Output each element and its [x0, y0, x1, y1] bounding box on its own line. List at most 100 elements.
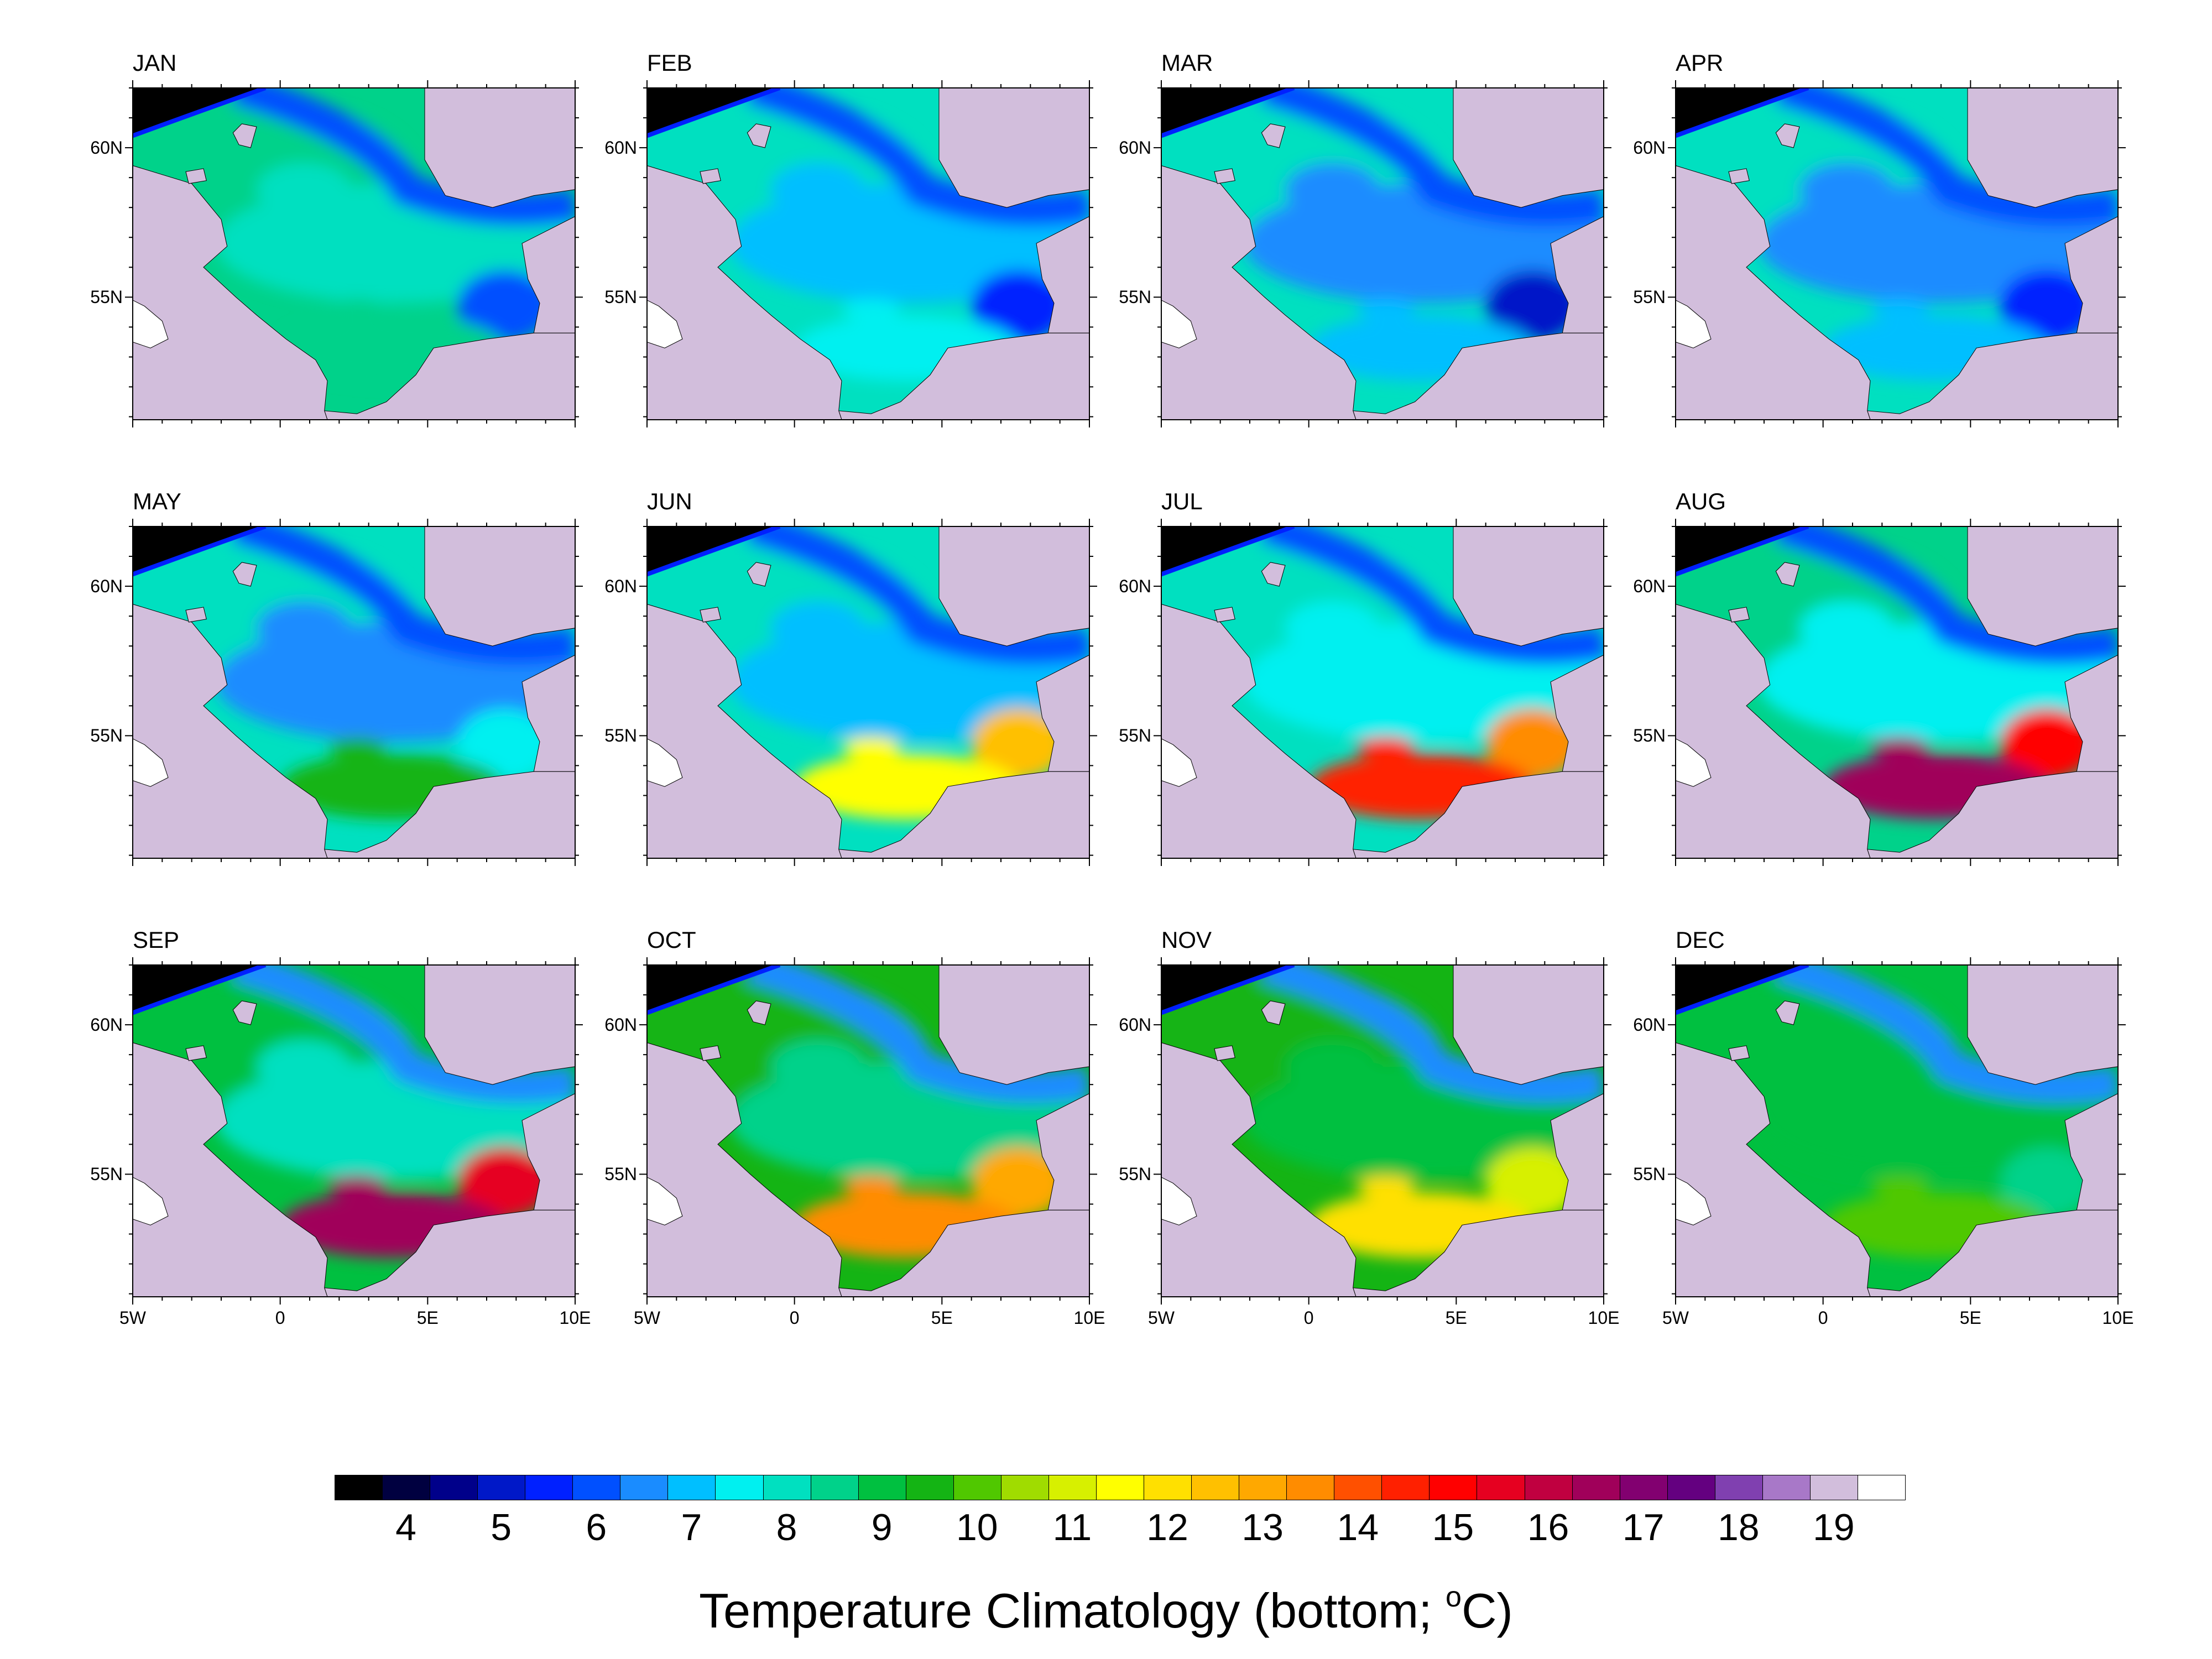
landmass-orkney [1214, 1045, 1235, 1061]
deep-water [133, 965, 265, 1013]
landmass-norway [1967, 87, 2119, 208]
deep-water-edge [647, 526, 781, 577]
landmass-shetland [1775, 1000, 1800, 1025]
map-panel-oct: OCT 60N 55N 5W 0 5E 10E [604, 927, 1105, 1328]
map-plot [639, 80, 1097, 427]
colorbar-swatch [1095, 1475, 1145, 1500]
deep-water [647, 965, 780, 1013]
y-tick-label: 60N [604, 1015, 637, 1035]
temperature-region-south [842, 299, 901, 320]
y-tick-label: 60N [1633, 138, 1666, 158]
map-plot [1668, 957, 2126, 1305]
map-panel-apr: APR 60N 55N [1633, 50, 2126, 427]
temperature-region-south [842, 1176, 901, 1197]
colorbar-swatch [905, 1475, 954, 1500]
temperature-region-east [971, 270, 1066, 342]
norwegian-trench-band [745, 965, 1089, 1103]
y-tick-label: 60N [1633, 1015, 1666, 1035]
x-tick-label: 5W [1662, 1308, 1689, 1328]
landmass-shetland [232, 1000, 257, 1025]
x-tick-label: 5E [1959, 1308, 1981, 1328]
colorbar-tick-label: 7 [681, 1506, 702, 1548]
colorbar-swatch [810, 1475, 859, 1500]
temperature-region-south [327, 299, 387, 320]
map-panel-jul: JUL 60N 55N [1119, 488, 1611, 866]
temperature-region-center [771, 163, 865, 217]
landmass-shetland [232, 123, 257, 148]
axis-ticks [125, 519, 583, 866]
y-tick-label: 60N [90, 138, 123, 158]
x-tick-label: 10E [1073, 1308, 1105, 1328]
panel-title: MAY [133, 488, 181, 514]
map-plot [1154, 519, 1611, 866]
temperature-region-south [1870, 737, 1929, 758]
map-panel-dec: DEC 60N 55N 5W 0 5E 10E [1633, 927, 2133, 1328]
temperature-region-south [327, 1176, 387, 1197]
x-tick-label: 0 [275, 1308, 285, 1328]
deep-water [1676, 88, 1808, 136]
deep-water [133, 526, 265, 575]
landmass-britain [132, 165, 328, 420]
temperature-region-east [457, 1147, 552, 1219]
y-tick-label: 55N [1633, 287, 1666, 307]
temperature-region-east [2000, 1147, 2095, 1219]
norwegian-trench-band [745, 526, 1089, 665]
x-tick-label: 5W [634, 1308, 660, 1328]
temperature-region-east [1485, 708, 1580, 781]
colorbar-swatch [1477, 1475, 1525, 1500]
map-panel-nov: NOV 60N 55N 5W 0 5E 10E [1119, 927, 1619, 1328]
colorbar-tick-label: 15 [1432, 1506, 1474, 1548]
colorbar-swatch [1524, 1475, 1573, 1500]
map-panel-jun: JUN 60N 55N [604, 488, 1097, 866]
landmass-britain [1675, 1042, 1871, 1297]
colorbar-swatch [1809, 1475, 1858, 1500]
landmass-orkney [1214, 168, 1235, 184]
x-tick-label: 10E [2102, 1308, 2134, 1328]
plot-frame [1161, 526, 1604, 859]
colorbar-swatch [858, 1475, 906, 1500]
colorbar-tick-label: 8 [776, 1506, 797, 1548]
deep-water-edge [133, 965, 267, 1015]
colorbar-swatch [763, 1475, 811, 1500]
landmass-orkney [700, 1045, 721, 1061]
colorbar-tick-label: 6 [586, 1506, 607, 1548]
temperature-region-south [327, 737, 387, 758]
temperature-region-south [1356, 299, 1415, 320]
colorbar-title-unit: C) [1461, 1583, 1513, 1638]
colorbar-swatch [715, 1475, 764, 1500]
landmass-orkney [700, 607, 721, 623]
landmass-shetland [747, 123, 771, 148]
colorbar-swatch [525, 1475, 573, 1500]
temperature-region-center [771, 601, 865, 655]
colorbar-tick-label: 9 [871, 1506, 893, 1548]
panel-title: DEC [1676, 927, 1725, 953]
temperature-region-south [1870, 1176, 1929, 1197]
x-tick-label: 5E [931, 1308, 953, 1328]
colorbar-swatch [430, 1475, 478, 1500]
landmass-britain [646, 165, 842, 420]
colorbar-tick-label: 13 [1241, 1506, 1284, 1548]
landmass-britain [1161, 1042, 1357, 1297]
colorbar-swatch [335, 1475, 383, 1500]
landmass-britain [1161, 165, 1357, 420]
x-tick-label: 0 [1303, 1308, 1314, 1328]
landmass-shetland [1261, 1000, 1286, 1025]
colorbar-tick-label: 10 [956, 1506, 998, 1548]
temperature-region-east [971, 708, 1066, 781]
temperature-region-center [1285, 601, 1380, 655]
plot-frame [646, 964, 1090, 1297]
landmass-shetland [747, 1000, 771, 1025]
plot-frame [1161, 87, 1604, 420]
deep-water-edge [1676, 88, 1809, 138]
axis-ticks [1668, 80, 2126, 427]
axis-ticks [639, 519, 1097, 866]
axis-ticks [1154, 519, 1611, 866]
land [1161, 87, 1604, 420]
y-tick-label: 60N [604, 138, 637, 158]
colorbar-tick-label: 16 [1527, 1506, 1569, 1548]
land [646, 87, 1090, 420]
temperature-region-east [971, 1147, 1066, 1219]
plot-frame [1675, 87, 2119, 420]
norwegian-trench-band [1773, 965, 2118, 1103]
landmass-norway [424, 87, 576, 208]
